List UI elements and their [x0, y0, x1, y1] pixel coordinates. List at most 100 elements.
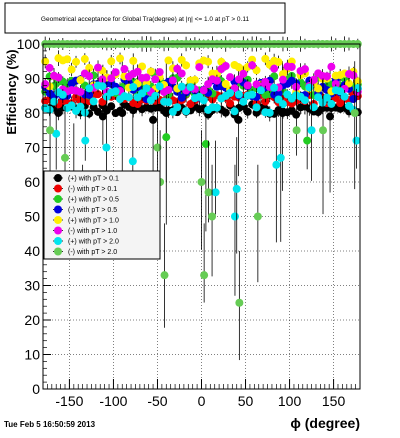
data-point	[261, 54, 270, 63]
y-axis-label: Efficiency (%)	[4, 49, 19, 134]
data-point	[107, 102, 116, 111]
legend-label: (+) with pT > 2.0	[68, 239, 119, 246]
data-point	[50, 97, 59, 106]
data-point	[177, 82, 186, 91]
data-point	[221, 108, 230, 117]
data-point	[270, 83, 279, 92]
series-6	[41, 78, 362, 296]
data-point	[80, 108, 89, 117]
data-point	[272, 160, 281, 169]
y-tick-label: 40	[24, 243, 40, 259]
data-point	[322, 93, 331, 102]
x-tick-label: 0	[198, 393, 206, 409]
data-point	[243, 107, 252, 116]
x-tick-label: 50	[238, 393, 254, 409]
data-point	[307, 126, 316, 135]
data-point	[173, 103, 182, 112]
data-point	[116, 54, 125, 63]
data-point	[63, 55, 72, 64]
data-point	[200, 271, 209, 280]
data-point	[151, 75, 160, 84]
data-point	[352, 136, 361, 145]
data-point	[300, 65, 309, 74]
data-point	[303, 136, 312, 145]
data-point	[129, 56, 138, 65]
data-point	[322, 72, 331, 81]
legend-label: (-) with pT > 0.5	[68, 207, 117, 214]
x-tick-label: -150	[55, 393, 83, 409]
axis-ticks: 0 10 20 30 40 50 60 70 80 90 100 -150 -100 -50 0 50 100 1…	[17, 36, 356, 409]
data-point	[85, 72, 94, 81]
data-point	[327, 62, 336, 71]
data-point	[212, 103, 221, 112]
data-point	[226, 73, 235, 82]
data-point	[248, 55, 257, 64]
legend-marker	[54, 195, 62, 203]
data-point	[89, 97, 98, 106]
x-axis-label: ϕ (degree)	[290, 415, 360, 431]
data-point	[204, 57, 213, 66]
data-point	[195, 63, 204, 72]
data-point	[336, 87, 345, 96]
data-point	[278, 100, 287, 109]
data-point	[111, 68, 120, 77]
y-tick-label: 30	[24, 278, 40, 294]
data-point	[76, 87, 85, 96]
data-point	[142, 73, 151, 82]
data-point	[226, 99, 235, 108]
data-point	[292, 126, 301, 135]
data-point	[252, 103, 261, 112]
data-point	[168, 76, 177, 85]
data-point	[190, 75, 199, 84]
data-point	[46, 126, 55, 135]
data-point	[232, 184, 241, 193]
data-point	[129, 82, 138, 91]
data-point	[41, 80, 50, 89]
legend-label: (-) with pT > 0.1	[68, 186, 117, 193]
data-point	[305, 83, 314, 92]
data-point	[85, 63, 94, 72]
data-point	[221, 80, 230, 89]
data-point	[256, 86, 265, 95]
data-point	[80, 55, 89, 64]
data-point	[270, 64, 279, 73]
data-point	[248, 90, 257, 99]
data-point	[344, 79, 353, 88]
data-point	[177, 55, 186, 64]
data-point	[309, 75, 318, 84]
data-point	[142, 84, 151, 93]
data-point	[133, 67, 142, 76]
data-point	[94, 63, 103, 72]
data-point	[278, 109, 287, 117]
x-tick-label: 150	[322, 393, 346, 409]
data-point	[177, 93, 186, 102]
data-point	[248, 61, 257, 70]
data-point	[235, 298, 244, 307]
y-tick-label: 20	[24, 312, 40, 328]
data-point	[58, 90, 67, 99]
data-point	[155, 82, 164, 91]
data-point	[98, 82, 107, 91]
data-point	[349, 95, 358, 104]
chart-title: Geometrical acceptance for Global Tra(de…	[41, 16, 250, 23]
data-point	[253, 212, 262, 221]
legend-marker	[54, 205, 62, 214]
data-point	[234, 115, 243, 124]
data-point	[276, 153, 285, 162]
y-tick-label: 0	[32, 381, 40, 397]
data-point	[212, 76, 221, 85]
legend-marker	[54, 174, 62, 182]
data-point	[102, 143, 111, 152]
data-point	[265, 108, 274, 117]
data-point	[162, 133, 171, 142]
data-point	[111, 87, 120, 96]
data-point	[274, 58, 283, 67]
title-box	[4, 2, 286, 34]
data-point	[314, 93, 323, 102]
data-point	[67, 101, 76, 110]
x-tick-label: -50	[147, 393, 167, 409]
x-tick-label: 100	[278, 393, 302, 409]
data-point	[52, 129, 61, 138]
data-point	[124, 93, 133, 102]
